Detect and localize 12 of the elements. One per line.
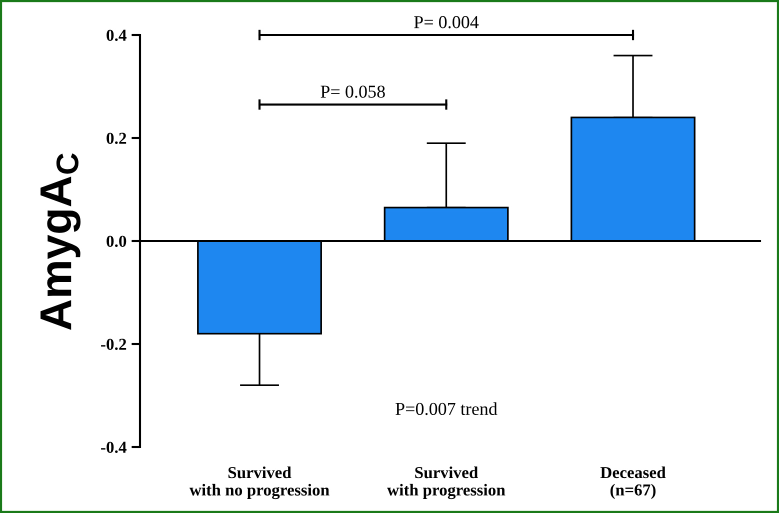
y-tick-label: -0.2	[101, 338, 126, 350]
x-tick-label: Survived with no progression	[189, 466, 330, 500]
y-tick-label: 0.2	[106, 132, 126, 144]
y-tick-label: 0.4	[106, 30, 126, 42]
y-tick-label: -0.4	[101, 442, 126, 454]
text: P= 0.004	[414, 16, 479, 28]
x-tick-label: Survived with progression	[387, 466, 506, 500]
x-tick-label: Deceased (n=67)	[600, 466, 666, 499]
annotation: P= 0.058	[320, 86, 385, 98]
annotation: P=0.007 trend	[396, 402, 498, 416]
y-tick-label: 0.0	[106, 236, 126, 248]
y-axis-title: AmygA$_{C}$	[40, 153, 81, 330]
